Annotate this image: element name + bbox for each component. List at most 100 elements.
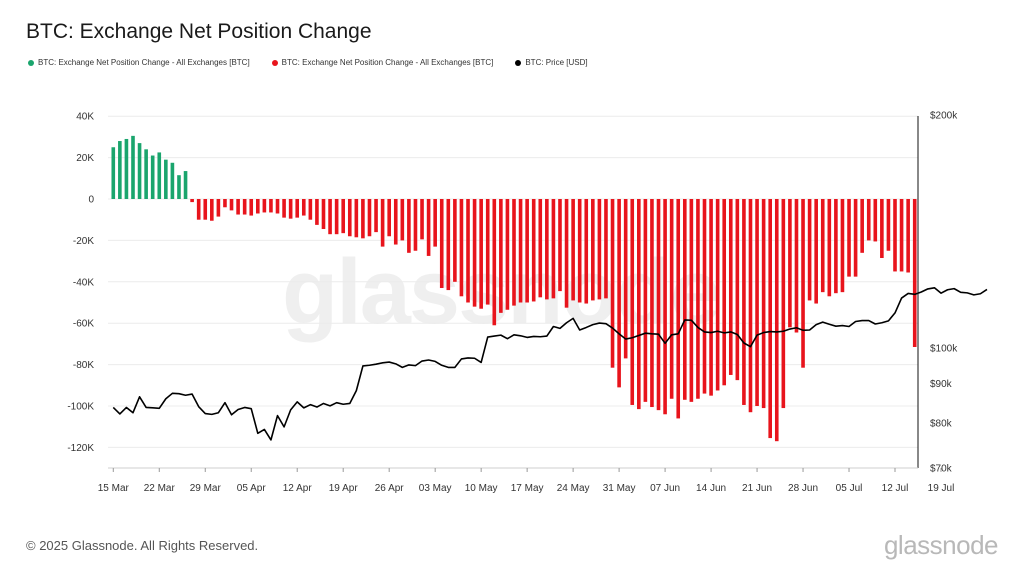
bar [223,199,227,208]
bar [190,199,194,203]
bar [564,199,569,308]
bar [236,199,240,215]
bar [847,199,851,277]
bar [177,175,181,199]
bar [472,199,477,307]
y-left-tick-label: 0 [88,195,94,206]
bar [742,199,746,405]
bar [341,199,346,234]
bar [295,199,300,218]
x-tick-label: 29 Mar [190,483,222,494]
bar [183,171,188,199]
brand-logo: glassnode [883,530,999,560]
bar [144,149,148,199]
bar [853,199,858,277]
bar [361,199,365,239]
x-tick-label: 03 May [419,483,452,494]
x-tick-label: 12 Apr [283,483,313,494]
bar [604,199,608,299]
x-tick-label: 26 Apr [375,483,405,494]
bar [814,199,818,304]
y-right-tick-label: $90k [930,379,953,390]
bar [407,199,411,253]
bar [761,199,766,409]
y-left-tick-label: -120K [67,443,94,454]
bar [531,199,536,302]
bar [623,199,628,359]
bar [774,199,779,442]
y-left-tick-label: -80K [73,360,94,371]
bar [210,199,214,221]
bar [610,199,615,368]
bar [387,199,391,237]
axes: 40K 20K 0 -20K -40K -60K -80K -100K -120K $200k $1… [67,110,958,494]
bar [249,199,254,216]
copyright-text: © 2025 Glassnode. All Rights Reserved. [26,538,259,553]
bar [150,155,155,199]
x-tick-label: 21 Jun [742,483,772,494]
bar [728,199,733,375]
bar [453,199,457,282]
legend-item-price[interactable]: BTC: Price [USD] [515,58,588,67]
bar [807,199,812,301]
bar [242,199,247,215]
bar [354,199,359,238]
bar [433,199,437,247]
bar [525,199,529,303]
bar [157,152,162,199]
x-tick-label: 05 Jul [836,483,863,494]
bar [229,199,234,211]
bar [308,199,313,220]
bar [735,199,740,381]
x-tick-label: 22 Mar [144,483,176,494]
y-right-tick-label: $100k [930,344,958,355]
x-tick-label: 19 Jul [928,483,955,494]
legend-item-outflow[interactable]: BTC: Exchange Net Position Change - All … [271,58,493,67]
x-tick-label: 10 May [465,483,498,494]
bar [643,199,648,402]
y-left-tick-label: 20K [76,153,94,164]
bar [334,199,339,235]
bar [551,199,556,299]
y-right-tick-label: $200k [930,110,958,121]
legend-green-dot-icon [28,59,34,66]
legend-label: BTC: Exchange Net Position Change - All … [38,58,250,67]
bar [124,138,129,199]
bar [637,199,641,410]
bar [466,199,470,303]
bar [439,199,444,289]
bar [269,199,273,213]
bar [288,199,293,219]
x-tick-label: 19 Apr [329,483,359,494]
bar [118,141,122,199]
bar [558,199,562,292]
bar [571,199,575,301]
bar [512,199,516,306]
bar [328,199,332,235]
bar [834,199,838,294]
bar [538,199,543,298]
bar [801,199,805,368]
legend-black-dot-icon [515,59,522,66]
bar [492,199,497,326]
bar [860,199,864,253]
bar [696,199,700,399]
bars [111,135,917,442]
y-left-tick-label: -100K [67,402,94,413]
bar [827,199,832,297]
bar [301,199,306,216]
x-tick-label: 05 Apr [237,483,267,494]
bar [505,199,510,310]
x-tick-label: 17 May [511,483,544,494]
bar [485,199,490,305]
bar [781,199,786,409]
bar [262,199,267,213]
bar [577,199,582,303]
x-tick-label: 31 May [603,483,636,494]
bar [499,199,503,313]
bar [137,143,142,199]
legend-item-inflow[interactable]: BTC: Exchange Net Position Change - All … [28,58,250,67]
legend-label: BTC: Price [USD] [525,58,588,67]
bar [912,199,917,347]
